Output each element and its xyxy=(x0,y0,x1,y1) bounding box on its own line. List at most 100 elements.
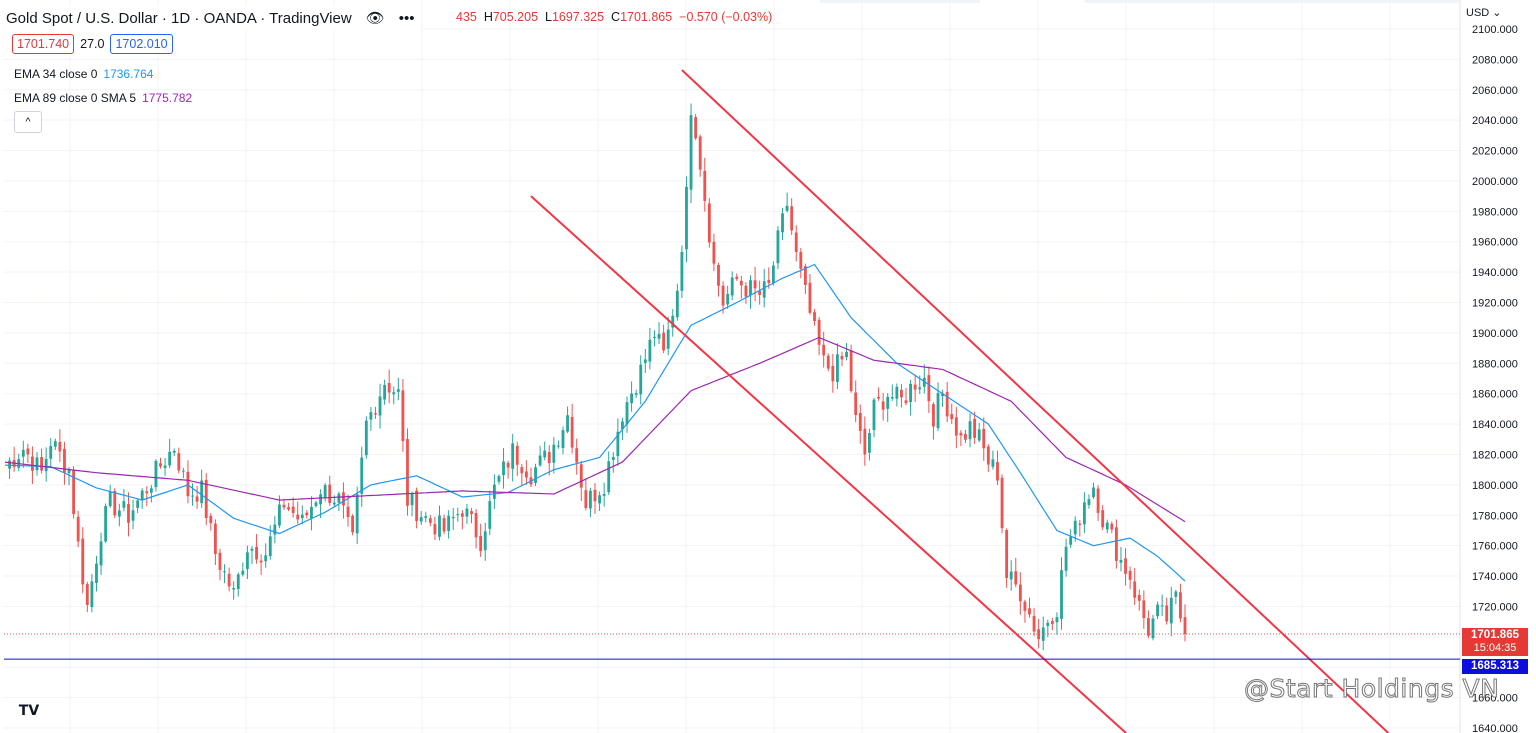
candle xyxy=(35,451,39,476)
candle-body xyxy=(762,281,766,298)
indicator-ema89[interactable]: EMA 89 close 0 SMA 5 1775.782 xyxy=(14,91,192,105)
candle-body xyxy=(653,336,656,338)
candle xyxy=(945,381,949,423)
candle xyxy=(278,495,281,529)
candle xyxy=(127,492,130,537)
candle-body xyxy=(506,462,510,468)
candle xyxy=(497,474,501,485)
channel-upper-line xyxy=(681,69,1390,733)
candle-body xyxy=(204,479,208,519)
candle-body xyxy=(643,359,647,364)
candle-body xyxy=(1160,605,1164,607)
ohlc-readout: 435 H705.205 L1697.325 C1701.865 −0.570 … xyxy=(456,10,772,24)
candle xyxy=(355,486,359,545)
candle-body xyxy=(447,515,451,531)
candle xyxy=(973,411,977,444)
candle-body xyxy=(218,552,222,570)
candle-body xyxy=(1018,584,1022,602)
price-tick-label: 1960.000 xyxy=(1472,237,1518,249)
candle-body xyxy=(1092,487,1095,498)
candle xyxy=(854,380,858,423)
candle xyxy=(378,383,382,429)
candle xyxy=(717,262,720,297)
candle xyxy=(680,245,684,299)
candle-body xyxy=(351,515,355,533)
candle xyxy=(117,503,121,527)
candle-body xyxy=(1005,529,1009,579)
candle xyxy=(209,513,213,531)
indicator-ema34[interactable]: EMA 34 close 0 1736.764 xyxy=(14,67,153,81)
candle-body xyxy=(497,476,501,482)
candle xyxy=(675,283,679,321)
candle xyxy=(506,460,510,479)
candle-body xyxy=(813,312,816,322)
candle-body xyxy=(396,389,400,392)
candle xyxy=(776,226,780,270)
candle-body xyxy=(758,290,762,295)
candle-body xyxy=(1082,502,1086,525)
candle-body xyxy=(451,516,455,519)
price-tick-label: 1740.000 xyxy=(1472,571,1518,583)
candle xyxy=(954,406,958,449)
candle-body xyxy=(1073,520,1077,535)
candle xyxy=(589,487,592,518)
candle-body xyxy=(21,449,25,457)
candle xyxy=(529,467,533,488)
candle xyxy=(140,488,144,509)
candle xyxy=(648,327,652,370)
candle xyxy=(204,473,208,526)
candle-body xyxy=(364,420,368,456)
candle xyxy=(986,444,990,472)
candle xyxy=(1078,520,1082,537)
buy-price-button[interactable]: 1702.010 xyxy=(110,34,173,54)
candle xyxy=(223,564,226,584)
candle xyxy=(790,198,794,235)
symbol-title[interactable]: Gold Spot / U.S. Dollar · 1D · OANDA · T… xyxy=(6,9,352,27)
candle-body xyxy=(913,384,917,390)
candle xyxy=(319,489,322,518)
candle xyxy=(666,316,670,356)
candle xyxy=(483,522,487,561)
candle-body xyxy=(611,456,615,460)
candle-body xyxy=(72,470,76,515)
candle-body xyxy=(90,581,94,608)
candle-body xyxy=(826,355,830,369)
candle-body xyxy=(53,441,57,447)
price-tick-label: 1800.000 xyxy=(1472,480,1518,492)
candle-body xyxy=(822,344,826,356)
candle-body xyxy=(85,584,89,605)
candle-body xyxy=(803,266,807,285)
candle xyxy=(470,508,473,524)
candle-body xyxy=(438,515,441,537)
candle-body xyxy=(282,504,286,508)
candle xyxy=(616,418,620,466)
candle-body xyxy=(927,375,931,402)
channel-drawings[interactable] xyxy=(4,69,1460,733)
candle xyxy=(900,384,903,408)
currency-selector[interactable]: USD ⌄ xyxy=(1466,6,1502,19)
candle-body xyxy=(305,512,309,516)
candle xyxy=(753,266,757,302)
collapse-legend-button[interactable]: ^ xyxy=(14,111,42,133)
candle xyxy=(90,574,94,613)
candle xyxy=(40,448,44,474)
tradingview-logo-icon[interactable]: TV xyxy=(14,698,44,724)
candle-body xyxy=(1133,581,1137,598)
eye-icon[interactable]: 👁 xyxy=(365,10,385,27)
more-icon[interactable]: ••• xyxy=(398,9,415,27)
candle-body xyxy=(1037,629,1041,640)
candle xyxy=(511,433,515,482)
candle-body xyxy=(1137,595,1141,601)
candle-body xyxy=(245,552,249,569)
candle xyxy=(730,271,734,301)
candle-body xyxy=(598,495,601,504)
price-axis[interactable]: 2100.000 2080.000 2060.000 2040.000 2020.000… xyxy=(1459,0,1518,733)
candle-body xyxy=(717,264,720,286)
candle xyxy=(950,403,954,424)
candle-body xyxy=(186,471,190,497)
candle-body xyxy=(602,493,606,496)
top-toolbar-edge xyxy=(820,0,980,3)
candle-body xyxy=(63,448,66,473)
sell-price-button[interactable]: 1701.740 xyxy=(12,34,75,54)
